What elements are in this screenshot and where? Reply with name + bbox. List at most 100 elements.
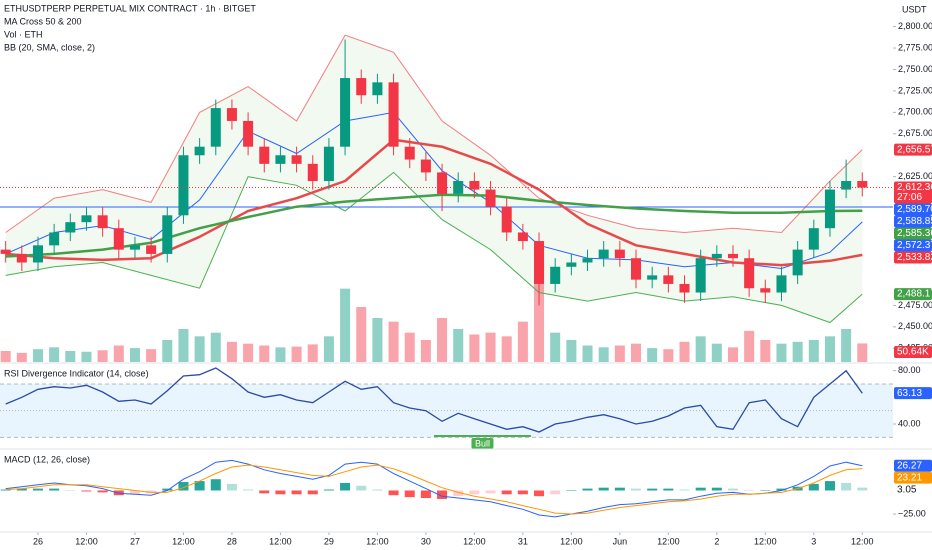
indicator-label: BB (20, SMA, close, 2) (4, 42, 95, 52)
y-tick-label: 2,475.00 (898, 300, 932, 310)
candle-body (501, 206, 512, 233)
rsi-line (5, 367, 863, 433)
candle-body (420, 159, 431, 173)
divergence-badge (471, 438, 494, 449)
volume-bar (243, 343, 254, 362)
histogram-bar (469, 490, 480, 495)
histogram-bar (517, 490, 528, 495)
volume-bar (453, 329, 464, 362)
price-tag (894, 215, 932, 228)
candle-body (194, 146, 205, 156)
volume-bar (210, 332, 221, 362)
volume-bar (162, 340, 173, 362)
histogram-bar (647, 488, 658, 491)
histogram-bar (550, 490, 561, 495)
price-tag-label: 2,585.36 (897, 228, 932, 239)
x-tick-label: 12:00 (851, 536, 874, 546)
y-tick-label: −25.00 (898, 508, 926, 518)
histogram-bar (760, 490, 771, 491)
x-tick-label: 12:00 (657, 536, 680, 546)
histogram-bar (259, 490, 270, 494)
candle-body (647, 275, 658, 280)
x-tick-label: 12:00 (463, 536, 486, 546)
candle-body (291, 155, 302, 164)
price-tag (894, 181, 932, 204)
histogram-bar (614, 487, 625, 491)
volume-bar (695, 336, 706, 362)
volume-bar (857, 343, 868, 362)
price-tag-label: 63.13 (897, 388, 922, 399)
volume-bar (469, 334, 480, 362)
candle-body (663, 275, 674, 284)
histogram-bar (663, 488, 674, 491)
x-tick-label: Jun (613, 536, 628, 546)
volume-bar (630, 343, 642, 362)
bb-fill (5, 35, 863, 323)
x-tick-label: 12:00 (75, 536, 98, 546)
unit-label: USDT (902, 4, 927, 14)
volume-bar (614, 345, 625, 362)
x-tick-label: 29 (324, 536, 334, 546)
price-tag (894, 239, 932, 252)
histogram-bar (776, 488, 787, 491)
histogram-bar (97, 490, 108, 493)
indicator-label: MA Cross 50 & 200 (4, 16, 82, 26)
histogram-bar (275, 490, 286, 495)
y-tick-label: 2,625.00 (898, 171, 932, 181)
volume-bar (647, 348, 658, 362)
volume-bar (113, 345, 124, 362)
histogram-bar (501, 490, 512, 495)
candle-body (178, 155, 189, 216)
candle-body (808, 228, 819, 250)
candle-body (307, 163, 318, 181)
candle-body (841, 181, 852, 190)
candle-body (146, 245, 157, 254)
volume-bar (178, 329, 189, 362)
price-tag-label: 3.05 (897, 484, 917, 495)
volume-bar (16, 352, 27, 362)
candle-body (744, 258, 755, 289)
volume-bar (323, 336, 334, 362)
volume-bar (356, 307, 367, 362)
price-tag-label: 50.64K (897, 347, 929, 358)
candle-body (65, 222, 76, 233)
volume-bar (679, 341, 690, 362)
candle-body (0, 249, 11, 254)
histogram-bar (437, 490, 448, 499)
bb-lower (5, 171, 863, 324)
volume-bar (49, 347, 60, 362)
histogram-bar (81, 490, 92, 492)
candle-body (824, 189, 835, 229)
price-tag-label: 2,589.70 (897, 204, 932, 215)
x-tick-label: 28 (227, 536, 237, 546)
candle-body (32, 245, 43, 263)
histogram-bar (679, 489, 690, 491)
price-tag-label: 2,612.36 (897, 182, 932, 193)
histogram-bar (566, 490, 577, 491)
volume-bar (65, 351, 76, 362)
candle-body (404, 146, 415, 160)
x-tick-label: 12:00 (366, 536, 389, 546)
y-tick-label: 2,725.00 (898, 85, 932, 95)
histogram-bar (388, 490, 399, 496)
histogram-bar (307, 490, 318, 495)
volume-bar (0, 351, 11, 362)
histogram-bar (420, 490, 431, 499)
price-tag (894, 227, 932, 240)
candle-body (614, 249, 625, 259)
volume-bar (598, 347, 609, 362)
histogram-bar (129, 490, 140, 495)
volume-bar (841, 329, 852, 362)
y-tick-label: 40.00 (898, 418, 921, 428)
x-tick-label: 12:00 (754, 536, 777, 546)
x-tick-label: 2 (714, 536, 719, 546)
price-tag (894, 459, 932, 472)
candle-body (226, 108, 237, 121)
histogram-bar (372, 489, 383, 491)
price-tag-label: 26.27 (897, 460, 922, 471)
volume-bar (307, 344, 318, 362)
histogram-bar (210, 479, 221, 491)
histogram-bar (453, 490, 464, 497)
price-tag-label: 2,533.82 (897, 252, 932, 263)
